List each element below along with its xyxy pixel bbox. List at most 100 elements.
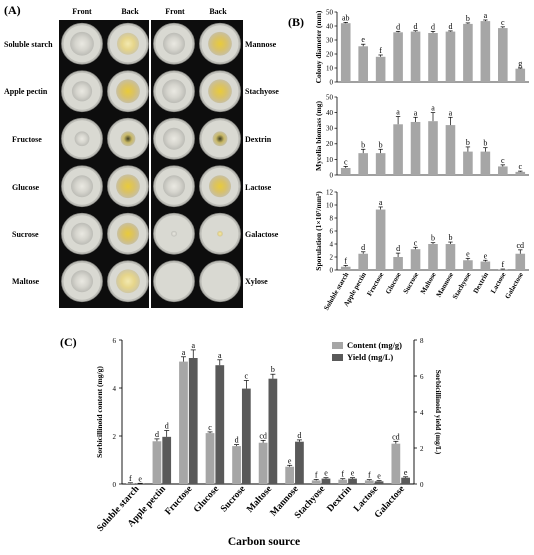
y-tick-label: 30 [326, 36, 334, 44]
colony [162, 79, 186, 103]
row-label-lactose: Lactose [245, 183, 272, 192]
significance-letter: e [377, 472, 381, 481]
yield-bar [401, 478, 410, 484]
bar [446, 125, 456, 175]
colony [70, 32, 94, 56]
left-y-tick-label: 2 [113, 433, 117, 441]
bar [428, 121, 438, 175]
legend-label: Yield (mg/L) [347, 352, 393, 362]
right-y-tick-label: 6 [420, 373, 424, 381]
content-bar [365, 480, 374, 484]
bar [481, 21, 491, 82]
header-back-left: Back [121, 7, 139, 16]
x-category-label: Lactose [489, 271, 507, 295]
y-tick-label: 20 [326, 140, 334, 148]
bar [481, 262, 491, 270]
significance-letter: a [379, 198, 383, 207]
row-label-glucose: Glucose [12, 183, 40, 192]
row-label-dextrin: Dextrin [245, 135, 272, 144]
significance-letter: d [361, 243, 365, 252]
significance-letter: g [518, 59, 522, 68]
colony [75, 131, 90, 146]
x-category-label: Dextrin [472, 271, 490, 295]
significance-letter: f [344, 256, 347, 265]
yield-bar [215, 365, 224, 484]
header-front-left: Front [72, 7, 92, 16]
agar [202, 263, 239, 300]
bar [515, 254, 525, 270]
legend-swatch [332, 354, 343, 361]
significance-letter: c [501, 156, 505, 165]
significance-letter: e [484, 251, 488, 260]
bar [376, 210, 386, 270]
bar [393, 257, 403, 270]
colony [163, 175, 185, 197]
significance-letter: a [396, 108, 400, 117]
significance-letter: e [361, 35, 365, 44]
colony [117, 223, 139, 245]
y-tick-label: 2 [330, 253, 334, 261]
bar [446, 244, 456, 270]
significance-letter: a [414, 108, 418, 117]
right-y-axis-label: Sorbicillinoid yield (mg/L) [434, 370, 443, 455]
plate-photo-grid [59, 20, 243, 308]
significance-letter: f [379, 46, 382, 55]
panel-c-letter: (C) [60, 335, 77, 349]
colony [116, 79, 140, 103]
significance-letter: e [324, 469, 328, 478]
y-axis-label: Mycelia biomass (mg) [314, 101, 323, 171]
content-bar [338, 480, 347, 484]
y-axis-label: Colony diameter (mm) [314, 10, 323, 83]
significance-letter: a [449, 108, 453, 117]
colony [171, 231, 177, 237]
y-tick-label: 40 [326, 109, 334, 117]
y-tick-label: 50 [326, 8, 334, 16]
significance-letter: d [297, 431, 301, 440]
colony [163, 33, 185, 55]
significance-letter: b [483, 139, 487, 148]
colony [117, 33, 139, 55]
y-tick-label: 12 [326, 188, 334, 196]
yield-bar [348, 479, 357, 484]
significance-letter: c [501, 18, 505, 27]
header-front-right: Front [165, 7, 185, 16]
yield-bar [269, 379, 278, 484]
x-category-label: Glucose [192, 484, 221, 515]
y-axis-label: Sporulation (1×10⁷/mm²) [314, 191, 323, 271]
x-category-label: Glucose [384, 271, 403, 296]
bar [498, 269, 508, 270]
yield-bar [322, 479, 331, 484]
significance-letter: e [138, 474, 142, 483]
right-y-tick-label: 4 [420, 409, 424, 417]
bar [341, 267, 351, 270]
y-tick-label: 50 [326, 93, 334, 101]
significance-letter: cd [516, 241, 524, 250]
content-bar [312, 480, 321, 484]
content-bar [232, 446, 241, 484]
row-label-mannose: Mannose [245, 40, 277, 49]
y-tick-label: 8 [330, 214, 334, 222]
bar [393, 124, 403, 175]
colony [217, 231, 223, 237]
significance-letter: b [448, 233, 452, 242]
bar [376, 57, 386, 82]
significance-letter: b [466, 14, 470, 23]
significance-letter: a [484, 11, 488, 20]
significance-letter: a [191, 341, 195, 350]
content-bar [259, 443, 268, 484]
colony [72, 81, 92, 101]
significance-letter: e [404, 468, 408, 477]
row-label-fructose: Fructose [12, 135, 42, 144]
yield-bar [295, 442, 304, 484]
content-bar [206, 433, 215, 484]
bar [358, 254, 368, 270]
y-tick-label: 10 [326, 201, 334, 209]
bar [515, 69, 525, 82]
legend-label: Content (mg/g) [347, 340, 402, 350]
significance-letter: b [379, 140, 383, 149]
y-tick-label: 0 [330, 78, 334, 86]
